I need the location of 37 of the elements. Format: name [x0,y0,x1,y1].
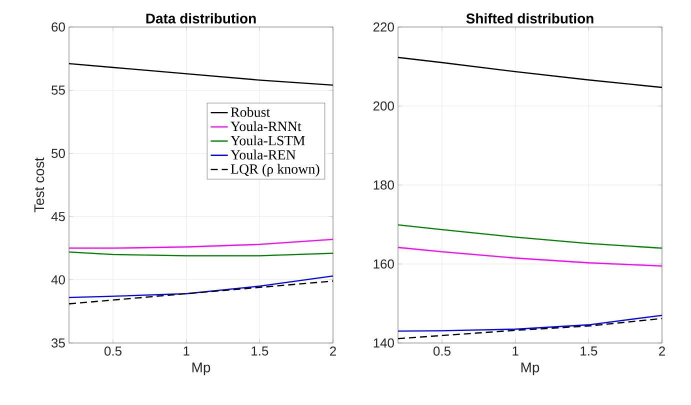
x-tick-label: 2 [659,346,665,356]
chart-title: Data distribution [146,13,256,24]
legend-label: Youla-LSTM [230,135,305,146]
y-tick-label: 60 [52,22,65,32]
chart-title: Shifted distribution [466,13,594,24]
x-axis-title: Mp [521,362,540,376]
x-tick-label: 1.5 [252,346,268,356]
line-series [69,238,333,249]
x-tick-label: 1 [512,346,518,356]
legend-label: Robust [230,107,270,117]
y-tick-label: 200 [373,101,394,111]
line-series [69,63,333,86]
legend-label: Youla-RNNt [230,121,302,132]
line-series [398,246,662,267]
y-tick-label: 140 [374,338,394,348]
y-tick-label: 160 [374,259,394,269]
x-tick-label: 0.5 [433,346,450,356]
line-series [398,314,662,332]
x-tick-label: 2 [330,346,336,356]
y-tick-label: 220 [373,22,394,32]
x-tick-label: 1 [184,346,190,356]
x-axis-title: Mp [192,362,210,376]
y-tick-label: 40 [51,275,65,284]
y-tick-label: 50 [52,148,65,158]
x-tick-label: 1.5 [580,346,598,356]
y-tick-label: 55 [52,86,65,95]
x-tick-label: 0.5 [104,346,122,356]
y-tick-label: 45 [51,212,65,222]
line-series [398,224,662,249]
y-axis-title: Test cost [34,157,44,212]
legend-label: Youla-REN [230,150,296,160]
y-tick-label: 180 [374,180,394,190]
y-tick-label: 35 [52,338,65,348]
line-series [398,318,662,340]
line-series [398,56,662,88]
line-series [69,275,333,298]
legend-label: LQR (ρ known) [230,164,320,177]
